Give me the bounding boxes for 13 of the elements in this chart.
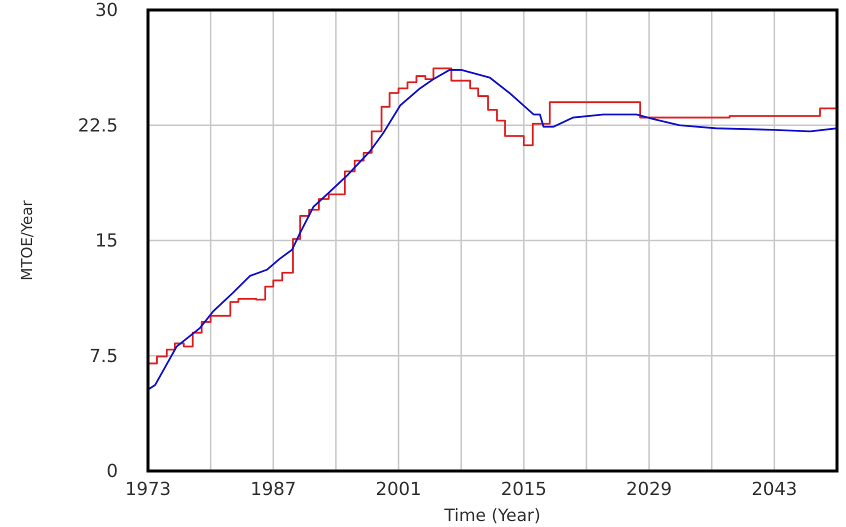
y-tick-label: 30: [95, 0, 118, 21]
y-axis-title: MTOE/Year: [18, 200, 36, 281]
y-tick-label: 15: [95, 230, 118, 252]
x-axis-title: Time (Year): [443, 506, 541, 526]
y-tick-label: 7.5: [89, 346, 118, 367]
y-tick-label: 0: [106, 461, 118, 482]
x-tick-label: 2029: [626, 479, 672, 500]
x-tick-label: 1987: [250, 479, 296, 500]
x-tick-label: 2043: [751, 479, 798, 500]
x-tick-label: 2001: [376, 479, 422, 500]
x-tick-label: 1973: [125, 479, 171, 500]
y-tick-label: 22.5: [78, 115, 118, 136]
x-tick-label: 2015: [500, 479, 547, 500]
